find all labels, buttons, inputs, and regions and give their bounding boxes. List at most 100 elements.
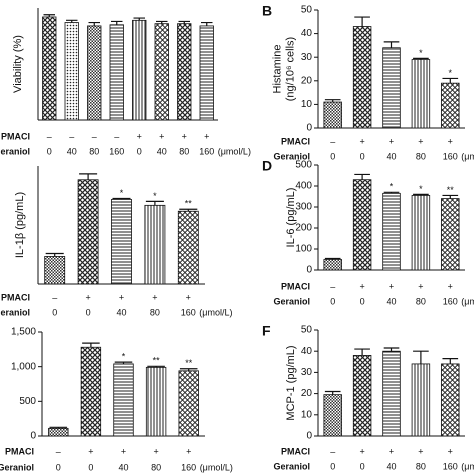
condition-value: 0 bbox=[360, 151, 365, 161]
error-bar bbox=[354, 348, 370, 356]
condition-value: 0 bbox=[330, 461, 335, 471]
y-tick-label: 50 bbox=[301, 325, 313, 336]
significance: ** bbox=[447, 185, 455, 195]
bar bbox=[178, 370, 199, 437]
y-tick-label: 100 bbox=[295, 244, 312, 255]
bar bbox=[145, 366, 167, 437]
error-bar bbox=[413, 350, 429, 364]
significance: ** bbox=[153, 356, 161, 366]
condition-value: 40 bbox=[386, 296, 396, 306]
y-tick-label: 20 bbox=[301, 388, 313, 399]
error-bar bbox=[49, 426, 68, 429]
y-axis-label: IL-1β (pg/mL) bbox=[14, 192, 26, 258]
bar bbox=[177, 23, 192, 121]
bar bbox=[132, 19, 147, 121]
condition-value: + bbox=[152, 292, 157, 302]
condition-value: 0 bbox=[360, 461, 365, 471]
y-tick-label: 30 bbox=[301, 52, 313, 63]
significance: ** bbox=[185, 199, 193, 209]
error-bar bbox=[79, 173, 98, 180]
condition-value: 160 bbox=[443, 296, 458, 306]
condition-value: 40 bbox=[386, 151, 396, 161]
error-bar bbox=[383, 41, 400, 48]
condition-value: – bbox=[330, 136, 335, 146]
y-axis-label: Histamine bbox=[271, 45, 283, 94]
y-tick-label: 0 bbox=[30, 431, 36, 442]
significance: * bbox=[419, 184, 423, 194]
error-bar bbox=[156, 20, 168, 24]
condition-value: + bbox=[88, 446, 93, 456]
error-bar bbox=[324, 257, 341, 260]
y-axis-label: Viability (%) bbox=[12, 35, 24, 93]
error-bar bbox=[114, 361, 133, 364]
condition-value: + bbox=[119, 292, 124, 302]
error-bar bbox=[133, 17, 145, 21]
y-tick-label: 300 bbox=[295, 202, 312, 213]
condition-value: 0 bbox=[330, 296, 335, 306]
bar bbox=[42, 16, 57, 121]
significance: * bbox=[449, 68, 453, 78]
y-tick-label: 20 bbox=[301, 75, 313, 86]
error-bar bbox=[413, 193, 429, 196]
condition-unit: (μmol/L) bbox=[200, 462, 233, 472]
error-bar bbox=[147, 365, 165, 368]
condition-value: 80 bbox=[150, 307, 160, 317]
y-tick-label: 10 bbox=[301, 409, 313, 420]
condition-value: + bbox=[418, 281, 423, 291]
condition-value: – bbox=[114, 131, 119, 141]
bar bbox=[411, 363, 431, 437]
error-bar bbox=[442, 194, 459, 199]
condition-value: 40 bbox=[67, 146, 77, 156]
significance: ** bbox=[185, 358, 193, 368]
y-axis-label: MCP-1 (pg/mL) bbox=[285, 345, 297, 420]
error-bar bbox=[112, 197, 131, 200]
bar bbox=[441, 363, 460, 437]
condition-unit: (μmol/L) bbox=[461, 151, 474, 161]
condition-value: 160 bbox=[443, 151, 458, 161]
condition-value: + bbox=[159, 131, 164, 141]
condition-name: Geraniol bbox=[0, 462, 34, 472]
y-tick-label: 1,000 bbox=[11, 361, 36, 372]
bar bbox=[113, 363, 134, 437]
condition-name: Geraniol bbox=[0, 307, 30, 317]
bar bbox=[144, 204, 166, 285]
condition-value: + bbox=[448, 446, 453, 456]
significance: * bbox=[419, 48, 423, 58]
error-bar bbox=[383, 191, 400, 194]
condition-value: 160 bbox=[199, 146, 214, 156]
condition-value: + bbox=[359, 136, 364, 146]
condition-name: Geraniol bbox=[273, 151, 310, 161]
error-bar bbox=[145, 200, 164, 206]
bar bbox=[87, 25, 102, 121]
error-bar bbox=[66, 19, 78, 23]
condition-name: Geraniol bbox=[0, 146, 30, 156]
condition-value: – bbox=[330, 281, 335, 291]
error-bar bbox=[45, 252, 64, 257]
condition-value: 0 bbox=[52, 307, 57, 317]
condition-value: 0 bbox=[330, 151, 335, 161]
bar bbox=[382, 47, 401, 129]
condition-value: 0 bbox=[137, 146, 142, 156]
condition-value: 40 bbox=[386, 461, 396, 471]
condition-value: + bbox=[153, 446, 158, 456]
error-bar bbox=[442, 358, 459, 364]
y-tick-label: 0 bbox=[306, 123, 312, 134]
condition-value: + bbox=[186, 292, 191, 302]
bar bbox=[44, 256, 66, 285]
y-tick-label: 0 bbox=[306, 431, 312, 442]
condition-value: + bbox=[418, 136, 423, 146]
y-tick-label: 400 bbox=[295, 181, 312, 192]
condition-value: + bbox=[359, 446, 364, 456]
condition-value: 80 bbox=[89, 146, 99, 156]
condition-value: – bbox=[52, 292, 57, 302]
error-bar bbox=[201, 21, 213, 26]
condition-name: PMACI bbox=[281, 281, 310, 291]
significance: * bbox=[120, 188, 124, 198]
condition-value: 0 bbox=[88, 462, 93, 472]
significance: * bbox=[153, 191, 157, 201]
bar bbox=[48, 427, 69, 437]
bar bbox=[109, 24, 124, 121]
condition-value: 40 bbox=[118, 462, 128, 472]
condition-unit: (μmol/L) bbox=[199, 307, 232, 317]
bar bbox=[154, 23, 169, 121]
